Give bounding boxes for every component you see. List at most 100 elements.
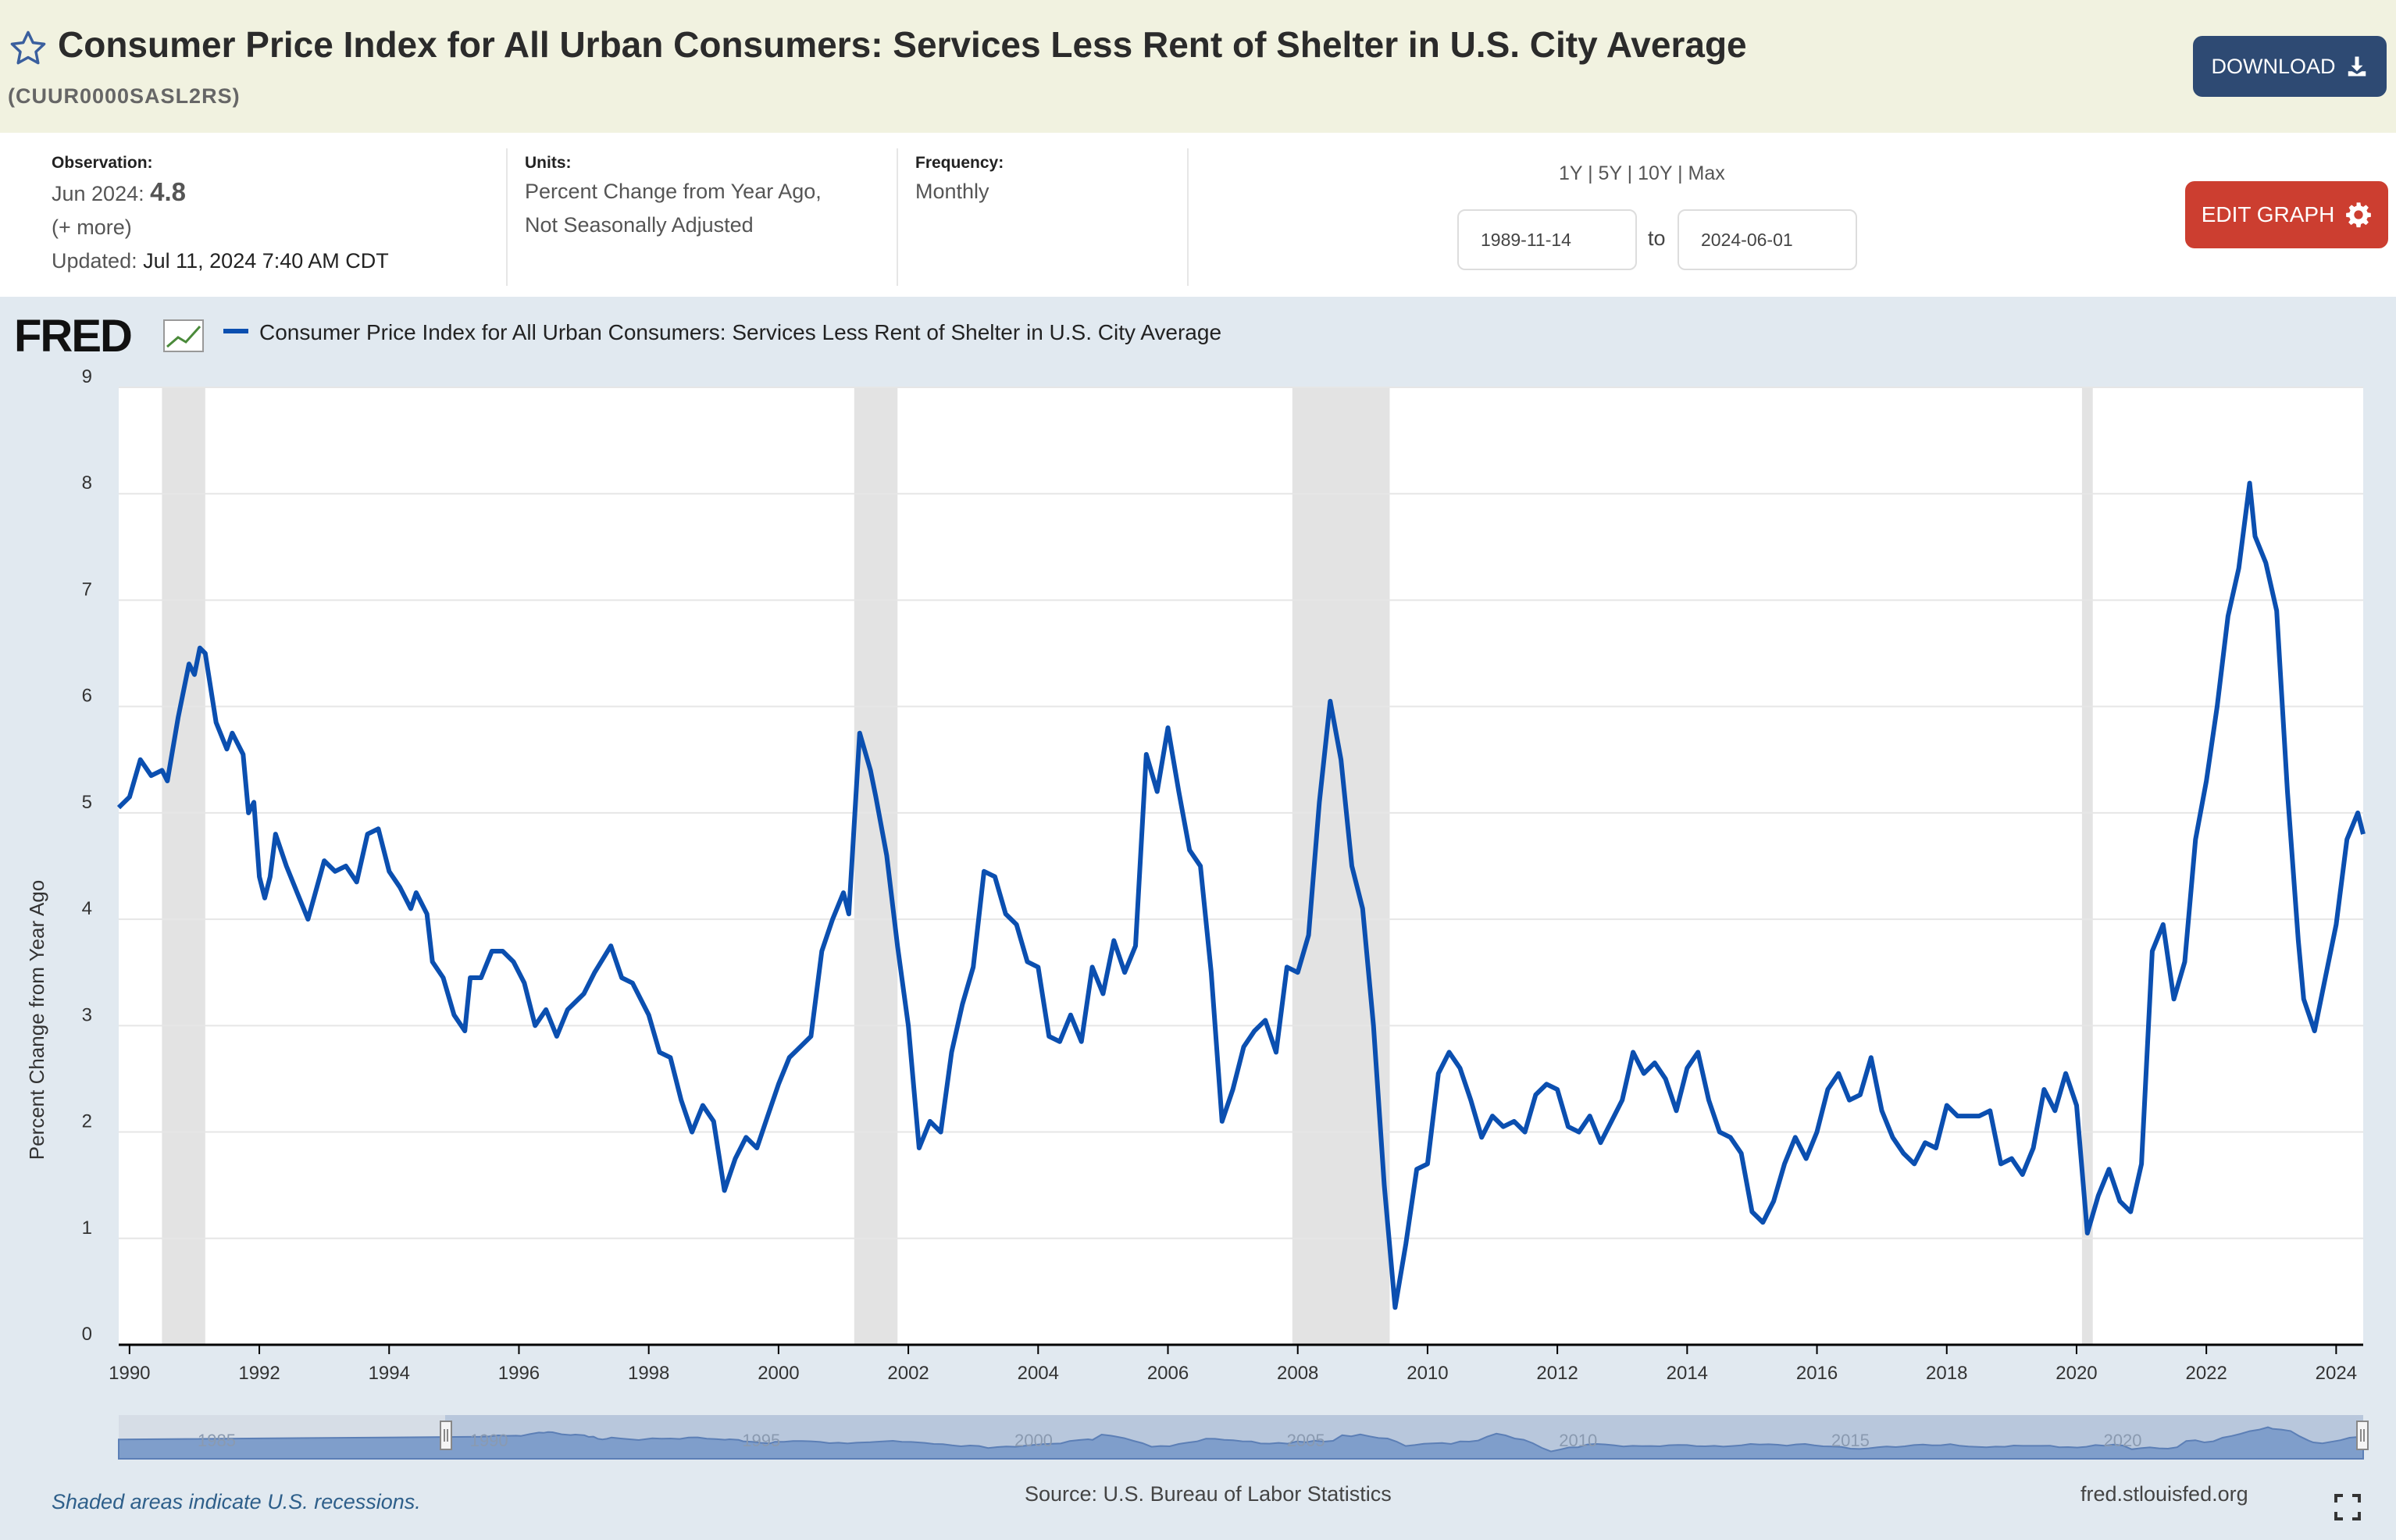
divider (897, 148, 898, 286)
y-tick-label: 3 (82, 1004, 92, 1025)
gear-icon (2346, 202, 2372, 228)
end-date-input[interactable]: 2024-06-01 (1678, 209, 1857, 270)
download-label: DOWNLOAD (2211, 54, 2336, 78)
observation-date: Jun 2024: (52, 182, 144, 205)
x-tick-label: 2016 (1796, 1363, 1838, 1384)
x-tick-label: 1996 (498, 1363, 540, 1384)
divider (506, 148, 508, 286)
recession-band (162, 387, 205, 1345)
divider (1187, 148, 1189, 286)
chart-panel: FRED Consumer Price Index for All Urban … (0, 297, 2396, 1540)
x-tick-label: 2024 (2316, 1363, 2357, 1384)
frequency-value: Monthly (915, 180, 989, 203)
updated-value: Jul 11, 2024 7:40 AM CDT (143, 249, 389, 273)
x-tick-label: 2004 (1018, 1363, 1059, 1384)
x-tick-label: 1994 (369, 1363, 410, 1384)
units-block: Units: Percent Change from Year Ago, Not… (525, 152, 822, 242)
fred-logo-text: FRED (14, 311, 131, 362)
y-tick-label: 7 (82, 579, 92, 600)
range-10y-link[interactable]: 10Y (1638, 162, 1673, 184)
range-separator: | (1678, 162, 1683, 184)
edit-graph-button[interactable]: EDIT GRAPH (2185, 181, 2388, 248)
observation-block: Observation: Jun 2024: 4.8 (+ more) Upda… (52, 152, 389, 278)
page-header: Consumer Price Index for All Urban Consu… (0, 0, 2396, 133)
navigator-left-handle[interactable] (440, 1421, 452, 1450)
y-tick-label: 0 (82, 1324, 92, 1345)
navigator-tick-label: 2010 (1559, 1431, 1597, 1450)
recession-band (2081, 387, 2093, 1345)
y-tick-label: 2 (82, 1111, 92, 1132)
x-tick-label: 2012 (1536, 1363, 1578, 1384)
more-link[interactable]: (+ more) (52, 216, 132, 239)
x-tick-label: 2018 (1926, 1363, 1967, 1384)
edit-graph-label: EDIT GRAPH (2201, 202, 2335, 226)
x-axis-ticks: 1990 1992 1994 1996 1998 2000 2002 2004 2006 2008… (109, 1345, 2357, 1384)
observation-row: Jun 2024: 4.8 (52, 175, 389, 211)
x-tick-label: 2022 (2185, 1363, 2227, 1384)
x-tick-label: 1990 (109, 1363, 150, 1384)
x-tick-label: 1992 (238, 1363, 280, 1384)
series-id: (CUUR0000SASL2RS) (8, 84, 241, 108)
units-line-1: Percent Change from Year Ago, (525, 180, 822, 203)
site-link[interactable]: fred.stlouisfed.org (2080, 1482, 2248, 1506)
navigator-tick-label: 1995 (742, 1431, 780, 1450)
source-text: Source: U.S. Bureau of Labor Statistics (1025, 1482, 1392, 1506)
info-bar: Observation: Jun 2024: 4.8 (+ more) Upda… (0, 133, 2396, 297)
navigator-tick-label: 2015 (1831, 1431, 1870, 1450)
gridlines (119, 387, 2363, 1239)
recession-shading (162, 387, 2093, 1345)
recession-footnote: Shaded areas indicate U.S. recessions. (52, 1490, 421, 1513)
navigator-tick-label: 2005 (1287, 1431, 1325, 1450)
y-tick-label: 1 (82, 1217, 92, 1239)
range-separator: | (1627, 162, 1633, 184)
x-tick-label: 2000 (758, 1363, 799, 1384)
plot-area (119, 387, 2363, 1345)
observation-label: Observation: (52, 154, 153, 172)
x-tick-label: 2014 (1667, 1363, 1708, 1384)
navigator-tick-label: 2000 (1014, 1431, 1053, 1450)
range-links: 1Y | 5Y | 10Y | Max (1559, 162, 1725, 185)
y-tick-label: 4 (82, 898, 92, 919)
updated-row: Updated: Jul 11, 2024 7:40 AM CDT (52, 244, 389, 278)
range-separator: | (1588, 162, 1593, 184)
observation-value: 4.8 (150, 177, 186, 206)
x-tick-label: 2008 (1277, 1363, 1318, 1384)
units-line-2: Not Seasonally Adjusted (525, 213, 754, 237)
frequency-label: Frequency: (915, 154, 1004, 172)
download-icon (2348, 56, 2366, 77)
series-line[interactable] (116, 480, 2366, 1310)
recession-band (854, 387, 898, 1345)
units-label: Units: (525, 154, 572, 172)
navigator-series (118, 1426, 2364, 1460)
navigator-tick-label: 1990 (470, 1431, 508, 1450)
range-max-link[interactable]: Max (1688, 162, 1725, 184)
range-1y-link[interactable]: 1Y (1559, 162, 1583, 184)
y-tick-label: 5 (82, 792, 92, 813)
fred-logo-icon[interactable]: FRED (14, 311, 204, 362)
navigator-ticks: 1985 1990 1995 2000 2005 2010 2015 2020 (198, 1431, 2141, 1450)
navigator-tick-label: 1985 (198, 1431, 236, 1450)
y-tick-label: 8 (82, 472, 92, 494)
y-axis-label: Percent Change from Year Ago (25, 880, 48, 1160)
x-tick-label: 2010 (1407, 1363, 1448, 1384)
range-5y-link[interactable]: 5Y (1598, 162, 1622, 184)
start-date-input[interactable]: 1989-11-14 (1457, 209, 1637, 270)
y-tick-label: 9 (82, 366, 92, 387)
x-tick-label: 2002 (887, 1363, 929, 1384)
navigator-right-handle[interactable] (2356, 1421, 2369, 1450)
recession-band (1292, 387, 1390, 1345)
updated-label: Updated: (52, 249, 137, 273)
y-axis-ticks: 0 1 2 3 4 5 6 7 8 9 (82, 366, 92, 1345)
x-tick-label: 2020 (2055, 1363, 2097, 1384)
y-tick-label: 6 (82, 686, 92, 707)
star-icon[interactable] (8, 28, 48, 69)
frequency-block: Frequency: Monthly (915, 152, 1004, 209)
page-title: Consumer Price Index for All Urban Consu… (58, 24, 1747, 65)
chart: FRED Consumer Price Index for All Urban … (14, 311, 2369, 1460)
x-tick-label: 1998 (628, 1363, 669, 1384)
download-button[interactable]: DOWNLOAD (2193, 36, 2387, 97)
fullscreen-icon[interactable] (2334, 1493, 2362, 1521)
navigator-tick-label: 2020 (2104, 1431, 2142, 1450)
to-label: to (1648, 226, 1666, 250)
legend-label: Consumer Price Index for All Urban Consu… (259, 320, 1221, 344)
